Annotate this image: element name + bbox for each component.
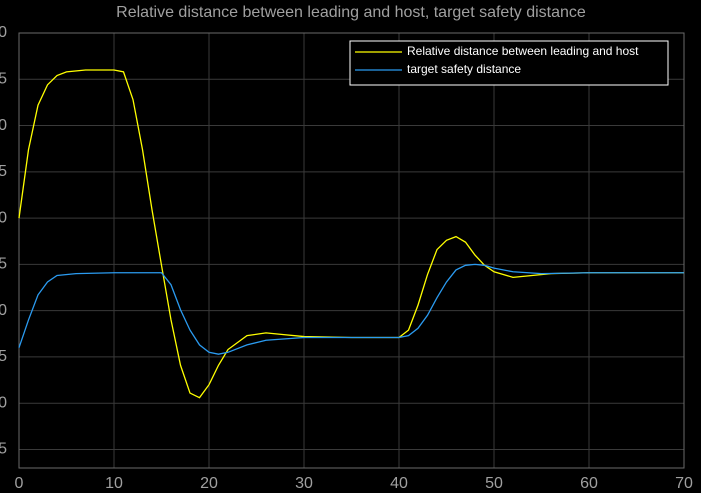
x-tick-label: 10	[105, 475, 123, 492]
x-tick-label: 30	[295, 475, 313, 492]
x-tick-label: 60	[580, 475, 598, 492]
x-tick-label: 40	[390, 475, 408, 492]
legend-label: Relative distance between leading and ho…	[407, 44, 639, 58]
y-tick-label: 30	[0, 209, 7, 226]
legend-box	[349, 40, 669, 86]
x-tick-label: 50	[485, 475, 503, 492]
y-tick-label: 20	[0, 302, 7, 319]
y-tick-label: 45	[0, 70, 7, 87]
y-tick-label: 10	[0, 394, 7, 411]
y-tick-label: 50	[0, 24, 7, 41]
plot-frame	[18, 32, 685, 469]
series-line	[18, 263, 684, 355]
axes	[18, 32, 685, 469]
x-tick-label: 70	[675, 475, 693, 492]
x-tick-label: 20	[200, 475, 218, 492]
chart-title: Relative distance between leading and ho…	[116, 4, 586, 21]
y-tick-label: 5	[0, 441, 7, 458]
x-tick-label: 0	[15, 475, 24, 492]
y-tick-label: 40	[0, 117, 7, 134]
legend-label: target safety distance	[407, 62, 521, 76]
y-tick-label: 25	[0, 256, 7, 273]
series-line	[18, 69, 684, 399]
y-tick-label: 35	[0, 163, 7, 180]
y-tick-label: 15	[0, 348, 7, 365]
legend: Relative distance between leading and ho…	[349, 40, 669, 86]
